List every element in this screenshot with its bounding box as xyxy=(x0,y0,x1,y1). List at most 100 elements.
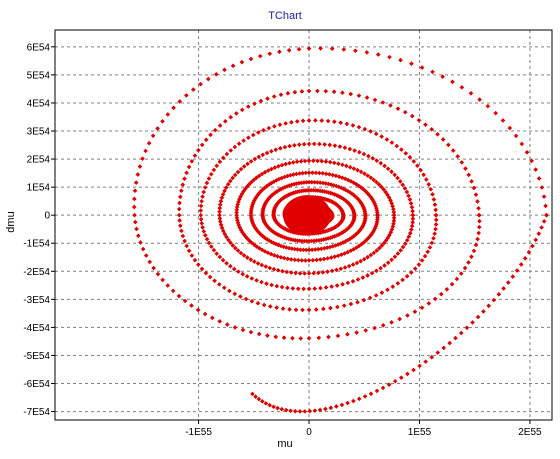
data-point xyxy=(260,152,266,158)
data-point xyxy=(390,224,396,229)
data-point xyxy=(155,271,161,277)
data-point xyxy=(306,170,312,176)
data-point xyxy=(417,363,422,369)
data-point xyxy=(249,206,254,212)
data-point xyxy=(372,325,377,331)
data-point xyxy=(395,106,401,111)
data-point xyxy=(435,131,440,137)
data-point xyxy=(374,208,380,213)
data-point xyxy=(212,278,217,284)
data-point xyxy=(331,160,337,166)
data-point xyxy=(280,234,286,240)
data-point xyxy=(410,208,415,214)
data-point xyxy=(431,197,437,202)
data-point xyxy=(189,253,195,258)
data-point xyxy=(269,148,274,154)
data-point xyxy=(348,301,354,307)
data-point xyxy=(270,228,275,234)
data-point xyxy=(233,245,238,251)
data-point xyxy=(243,296,249,302)
data-point xyxy=(160,277,165,283)
data-point xyxy=(435,350,441,355)
data-point xyxy=(473,192,479,197)
data-point xyxy=(300,170,305,176)
data-point xyxy=(353,48,358,54)
data-point xyxy=(306,88,312,94)
data-point xyxy=(383,189,389,195)
data-point xyxy=(397,316,402,322)
data-point xyxy=(380,385,386,391)
data-point xyxy=(402,109,408,115)
data-point xyxy=(315,88,320,94)
data-point xyxy=(279,162,285,168)
data-point xyxy=(234,212,239,218)
data-point xyxy=(208,171,214,177)
x-axis-label: mu xyxy=(277,438,292,450)
data-point xyxy=(279,284,285,290)
data-point xyxy=(311,238,317,244)
data-point xyxy=(133,180,139,185)
data-point xyxy=(146,140,152,146)
data-point xyxy=(245,236,250,242)
data-point xyxy=(140,246,146,252)
data-point xyxy=(476,205,481,211)
data-point xyxy=(374,268,379,274)
data-point xyxy=(368,391,374,397)
data-point xyxy=(328,255,334,260)
data-point xyxy=(192,257,198,263)
data-point xyxy=(264,236,270,242)
data-point xyxy=(198,208,204,213)
data-point xyxy=(243,234,248,240)
data-point xyxy=(411,159,417,164)
data-point xyxy=(539,225,544,230)
data-point xyxy=(544,212,549,218)
data-point xyxy=(265,250,271,256)
data-point xyxy=(184,170,189,176)
data-point xyxy=(325,256,330,261)
data-point xyxy=(328,305,333,311)
data-point xyxy=(519,141,525,147)
data-point xyxy=(201,229,207,234)
data-point xyxy=(380,323,386,328)
data-point xyxy=(352,148,357,153)
data-point xyxy=(394,143,400,149)
data-point xyxy=(271,266,277,272)
data-point xyxy=(260,187,266,192)
data-point xyxy=(200,194,205,199)
data-point xyxy=(209,315,215,321)
data-point xyxy=(265,168,271,173)
data-point xyxy=(268,304,273,309)
data-point xyxy=(386,382,392,387)
data-point xyxy=(224,234,229,240)
data-point xyxy=(190,87,196,92)
y-tick-label: -7E54 xyxy=(23,407,50,418)
data-point xyxy=(205,76,211,82)
data-point xyxy=(291,190,297,196)
data-point xyxy=(186,248,192,254)
data-point xyxy=(430,192,435,197)
data-point xyxy=(298,336,304,341)
data-point xyxy=(438,291,444,297)
data-point xyxy=(275,254,280,259)
data-point xyxy=(419,258,425,263)
data-point xyxy=(286,47,292,53)
data-point xyxy=(536,231,542,236)
data-point xyxy=(292,246,297,252)
data-point xyxy=(421,172,426,178)
x-tick-label: 1E55 xyxy=(408,427,432,438)
data-point xyxy=(322,189,327,194)
data-point xyxy=(249,276,255,281)
data-point xyxy=(463,166,468,171)
data-point xyxy=(459,160,465,165)
data-point xyxy=(151,265,156,271)
data-point xyxy=(251,177,257,183)
data-point xyxy=(238,250,244,256)
data-point xyxy=(475,314,481,320)
data-point xyxy=(288,270,294,275)
data-point xyxy=(266,125,272,131)
data-point xyxy=(337,144,343,149)
data-point xyxy=(524,149,530,155)
data-point xyxy=(346,263,352,269)
data-point xyxy=(180,233,186,239)
data-point xyxy=(335,333,341,339)
